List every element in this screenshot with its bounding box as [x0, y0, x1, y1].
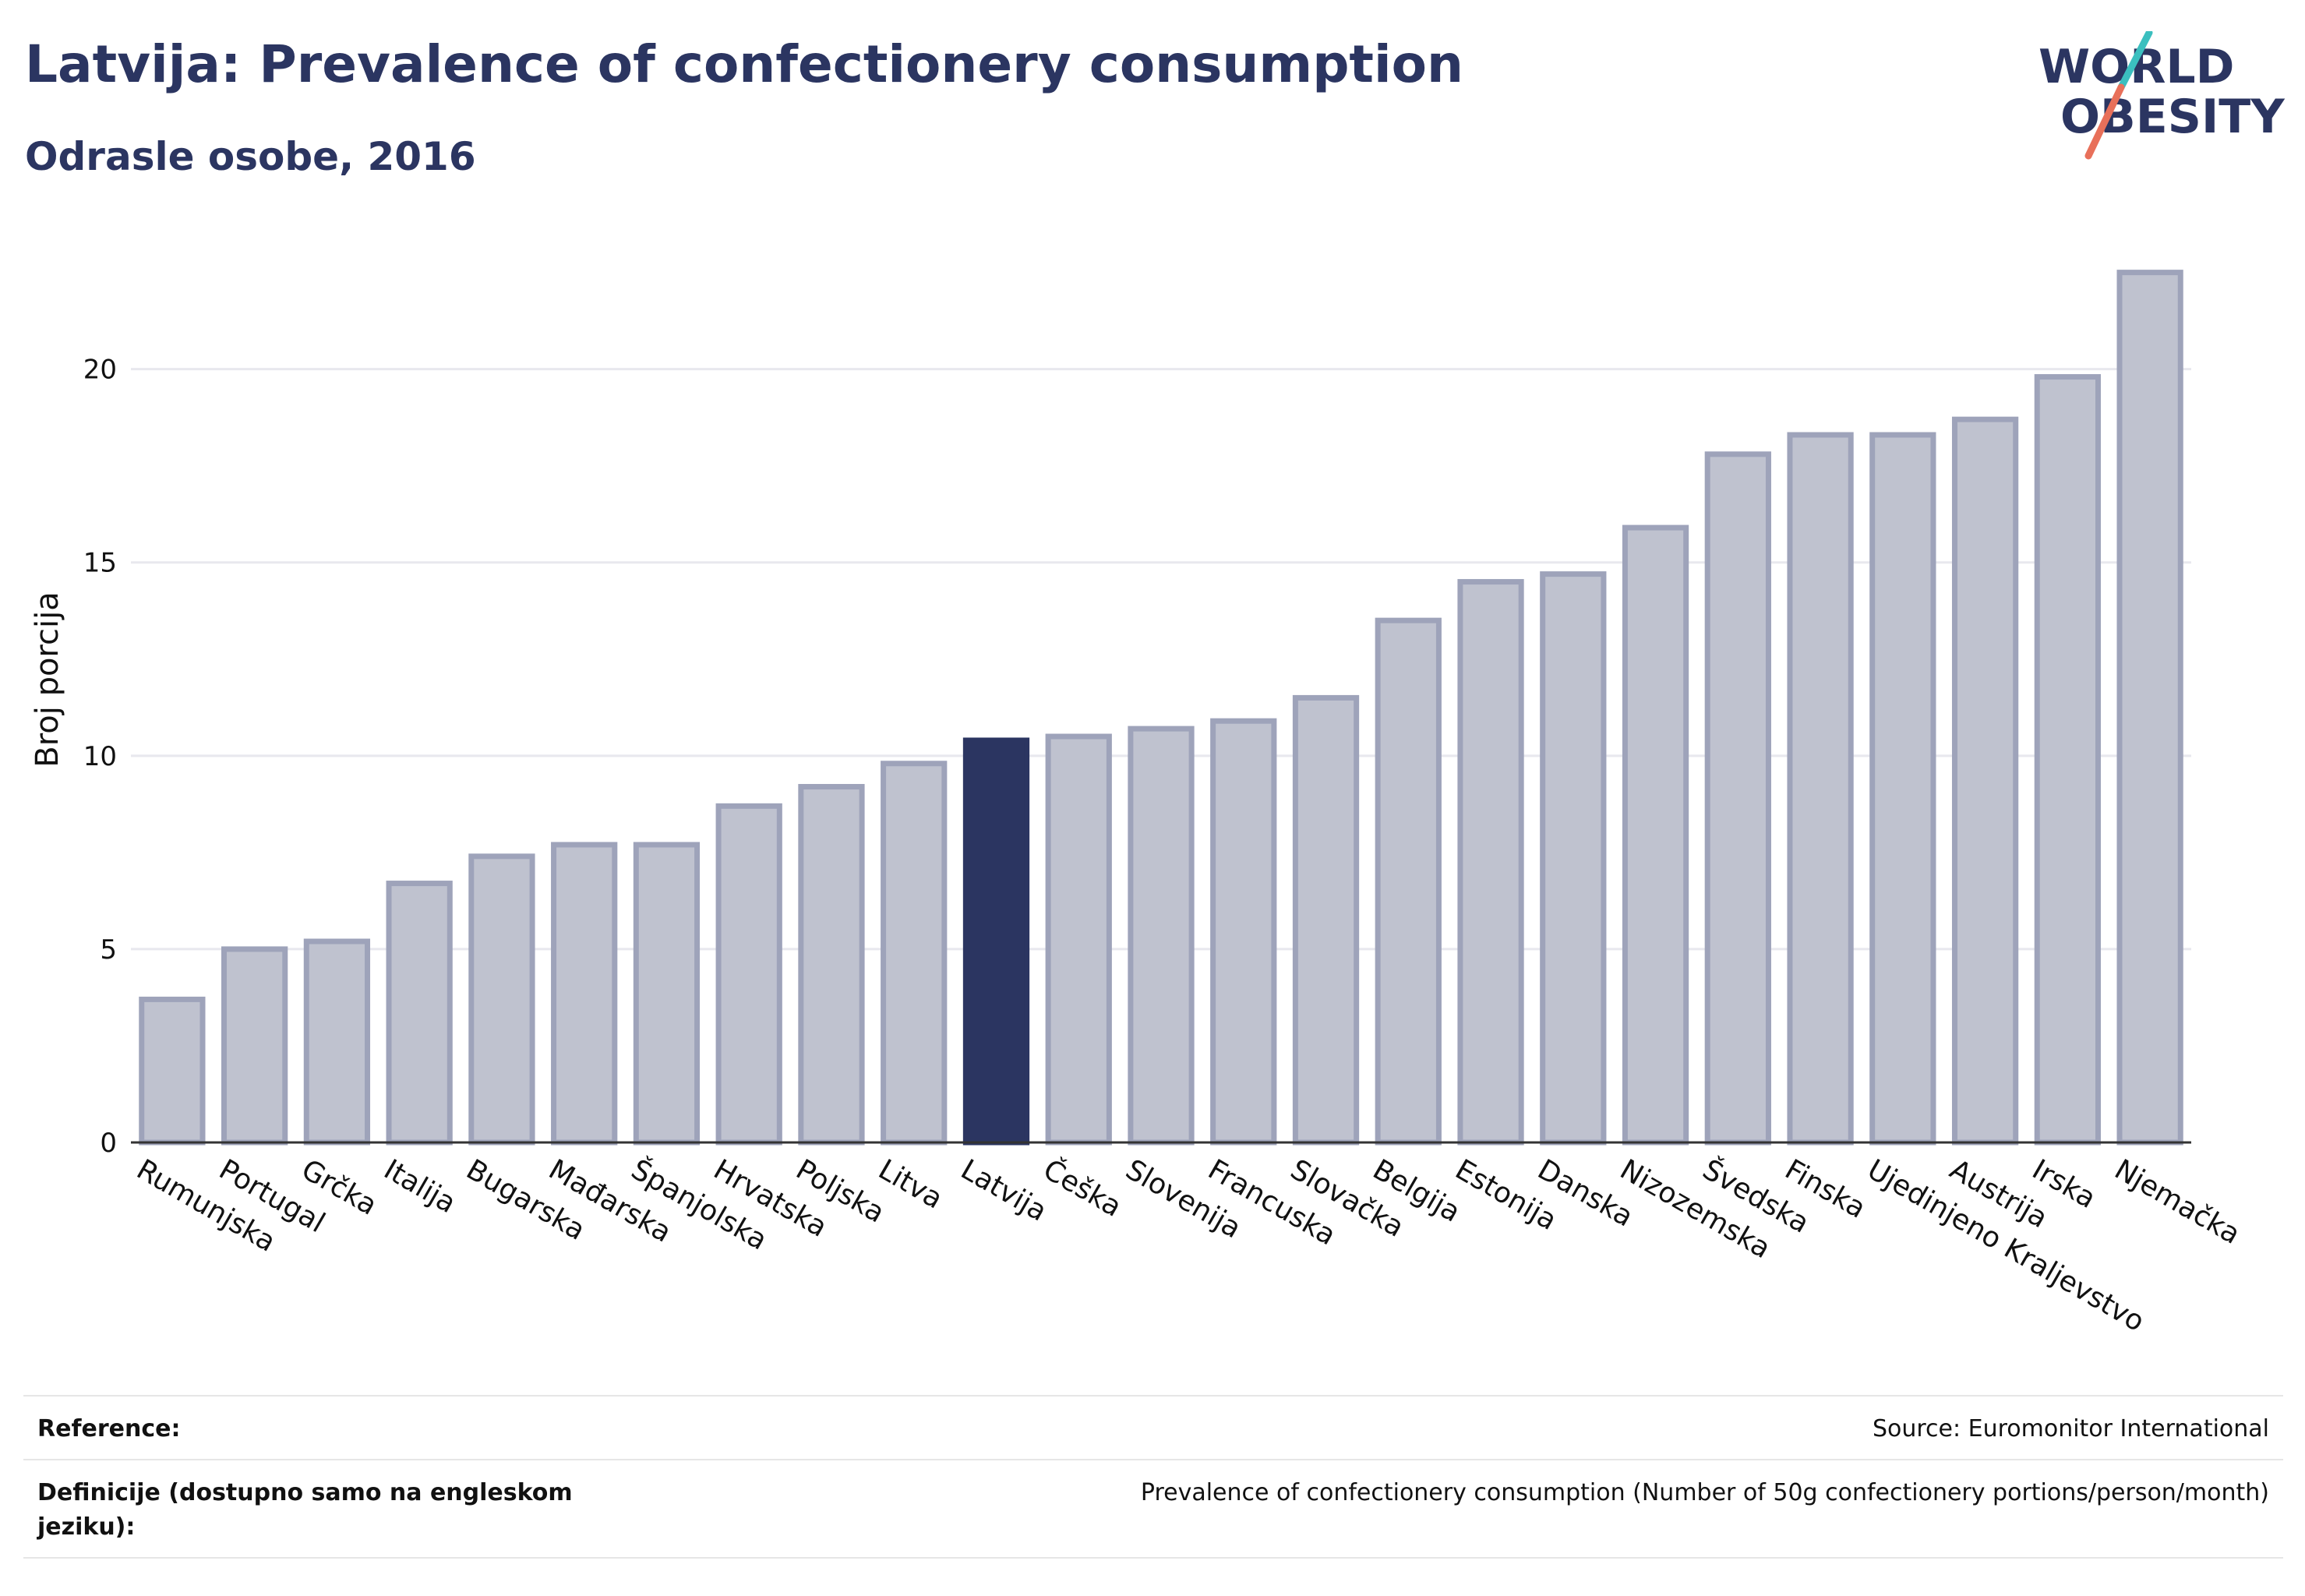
chart-title: Latvija: Prevalence of confectionery con…: [25, 34, 1463, 94]
footer-row-reference: Reference: Source: Euromonitor Internati…: [23, 1395, 2283, 1460]
bar: [1869, 432, 1936, 1146]
world-obesity-logo: WORLD OBESITY: [2038, 31, 2286, 160]
y-tick-label: 20: [83, 355, 117, 386]
x-tick-label: Češka: [1038, 1153, 1128, 1223]
reference-value: Source: Euromonitor International: [1872, 1415, 2269, 1442]
bar: [1540, 571, 1607, 1146]
x-tick-label: Latvija: [955, 1153, 1052, 1227]
definition-label: Definicije (dostupno samo na engleskom j…: [37, 1479, 573, 1541]
y-tick-label: 10: [83, 741, 117, 772]
bar: [1128, 726, 1195, 1146]
bar: [1951, 416, 2019, 1146]
y-tick-label: 15: [83, 548, 117, 579]
bar: [2034, 374, 2101, 1146]
definition-value: Prevalence of confectionery consumption …: [1140, 1479, 2269, 1506]
bars: [139, 270, 2183, 1146]
bar: [1457, 579, 1524, 1146]
bar: [715, 803, 782, 1146]
bar: [633, 842, 701, 1146]
bar: [468, 853, 535, 1146]
bar: [551, 842, 618, 1146]
x-tick-label: Njemačka: [2109, 1153, 2246, 1251]
bar: [1045, 733, 1112, 1146]
logo-slash-teal: [2117, 31, 2153, 91]
y-tick-label: 0: [100, 1128, 117, 1159]
bar: [1787, 432, 1854, 1146]
y-tick-labels: 0 5 10 15 20: [83, 355, 117, 1159]
bar: [881, 761, 948, 1146]
footer-row-definition: Definicije (dostupno samo na engleskom j…: [23, 1459, 2283, 1559]
logo-slash-coral: [2084, 83, 2125, 160]
reference-label: Reference:: [37, 1415, 181, 1442]
bar: [386, 881, 453, 1146]
bar: [798, 784, 865, 1146]
bar: [303, 938, 371, 1146]
bar: [1622, 524, 1689, 1146]
y-axis-title: Broj porcija: [30, 591, 65, 767]
footer-table: Reference: Source: Euromonitor Internati…: [23, 1395, 2283, 1559]
bar-highlighted: [962, 737, 1030, 1146]
bar: [221, 946, 288, 1146]
y-tick-label: 5: [100, 934, 117, 966]
x-tick-label: Italija: [379, 1153, 461, 1220]
bar: [1704, 451, 1771, 1146]
bar: [139, 996, 206, 1146]
bar: [2116, 270, 2183, 1146]
bar: [1375, 617, 1442, 1146]
chart-subtitle: Odrasle osobe, 2016: [25, 134, 476, 179]
logo-text-world: WORLD: [2038, 40, 2234, 94]
bar: [1292, 694, 1360, 1146]
bar: [1210, 718, 1277, 1146]
